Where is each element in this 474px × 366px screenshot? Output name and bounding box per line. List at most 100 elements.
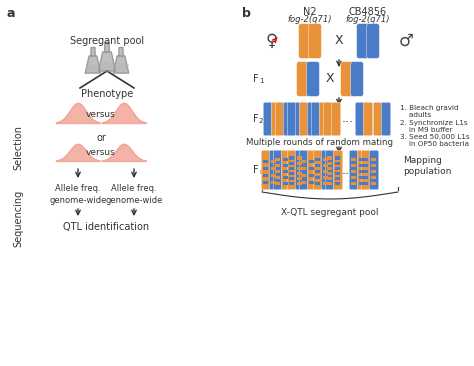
Text: X: X <box>335 34 343 48</box>
FancyBboxPatch shape <box>311 102 321 136</box>
Text: fog-2(q71): fog-2(q71) <box>346 15 390 24</box>
FancyBboxPatch shape <box>313 150 323 190</box>
Bar <box>310 181 315 184</box>
FancyBboxPatch shape <box>319 102 329 136</box>
Bar <box>359 176 365 179</box>
Bar <box>364 182 368 185</box>
Bar <box>290 172 294 175</box>
FancyBboxPatch shape <box>271 102 281 136</box>
Bar <box>275 158 281 161</box>
Bar <box>323 158 328 161</box>
Text: X: X <box>326 72 334 86</box>
FancyBboxPatch shape <box>381 102 391 136</box>
Bar <box>336 162 340 165</box>
Bar <box>290 157 294 160</box>
Polygon shape <box>91 48 95 56</box>
Polygon shape <box>105 42 109 52</box>
Text: Allele freq.
genome-wide: Allele freq. genome-wide <box>49 184 107 205</box>
Bar <box>336 172 340 175</box>
FancyBboxPatch shape <box>281 150 291 190</box>
Text: Phenotype: Phenotype <box>81 89 133 99</box>
FancyBboxPatch shape <box>261 150 271 190</box>
Bar <box>272 160 276 163</box>
Text: versus: versus <box>86 148 116 157</box>
Bar <box>275 164 281 167</box>
FancyBboxPatch shape <box>369 150 379 190</box>
Bar <box>352 176 356 179</box>
Bar <box>310 160 315 163</box>
Bar <box>272 167 276 170</box>
Polygon shape <box>99 52 116 71</box>
Bar <box>359 170 365 173</box>
FancyBboxPatch shape <box>263 102 273 136</box>
FancyBboxPatch shape <box>325 150 335 190</box>
Bar <box>352 164 356 167</box>
Bar <box>336 182 340 186</box>
Bar <box>316 170 320 173</box>
Bar <box>272 181 276 184</box>
FancyBboxPatch shape <box>349 150 359 190</box>
Text: ♀: ♀ <box>266 32 278 50</box>
Bar <box>328 177 332 180</box>
Bar <box>372 182 376 185</box>
FancyBboxPatch shape <box>351 61 364 96</box>
Bar <box>323 176 328 179</box>
Bar <box>352 170 356 173</box>
FancyBboxPatch shape <box>307 150 317 190</box>
Text: n: n <box>259 169 264 175</box>
Text: N2: N2 <box>303 7 317 17</box>
Bar <box>290 167 294 170</box>
Text: Mapping
population: Mapping population <box>403 156 451 176</box>
Bar <box>372 164 376 167</box>
Bar <box>323 182 328 185</box>
Text: Multiple rounds of random mating: Multiple rounds of random mating <box>246 138 393 147</box>
FancyBboxPatch shape <box>287 150 297 190</box>
Bar <box>316 158 320 161</box>
Bar <box>301 167 307 170</box>
Bar <box>364 164 368 167</box>
Bar <box>328 157 332 160</box>
Bar <box>298 157 302 160</box>
Text: X-QTL segregant pool: X-QTL segregant pool <box>281 208 379 217</box>
Bar <box>316 176 320 179</box>
Bar <box>359 164 365 167</box>
Text: Selection: Selection <box>13 126 23 171</box>
Bar <box>316 182 320 185</box>
Text: F: F <box>253 114 259 124</box>
FancyBboxPatch shape <box>297 61 310 96</box>
FancyBboxPatch shape <box>299 150 309 190</box>
Bar <box>328 167 332 170</box>
FancyBboxPatch shape <box>295 150 305 190</box>
Bar <box>359 182 365 185</box>
Bar <box>275 170 281 173</box>
Text: ...: ... <box>342 112 354 126</box>
Text: b: b <box>242 7 251 20</box>
Bar <box>283 170 289 173</box>
Text: or: or <box>96 133 106 143</box>
Bar <box>290 177 294 180</box>
Bar <box>364 170 368 173</box>
Text: 1: 1 <box>259 78 264 84</box>
Bar <box>264 160 268 163</box>
FancyBboxPatch shape <box>333 150 343 190</box>
FancyBboxPatch shape <box>307 61 319 96</box>
Text: F: F <box>253 165 259 175</box>
Bar <box>328 162 332 165</box>
Text: CB4856: CB4856 <box>349 7 387 17</box>
Bar <box>301 181 307 184</box>
FancyBboxPatch shape <box>321 150 331 190</box>
Bar <box>372 176 376 179</box>
Text: a: a <box>7 7 16 20</box>
FancyBboxPatch shape <box>373 102 383 136</box>
Polygon shape <box>113 56 128 73</box>
Bar <box>310 167 315 170</box>
Text: 3. Seed 50,000 L1s: 3. Seed 50,000 L1s <box>400 134 470 140</box>
Bar <box>283 182 289 185</box>
Text: ...: ... <box>342 164 354 176</box>
FancyBboxPatch shape <box>355 102 365 136</box>
Text: adults: adults <box>400 112 431 118</box>
Bar <box>283 176 289 179</box>
Bar <box>316 164 320 167</box>
Bar <box>336 157 340 160</box>
FancyBboxPatch shape <box>299 23 311 59</box>
